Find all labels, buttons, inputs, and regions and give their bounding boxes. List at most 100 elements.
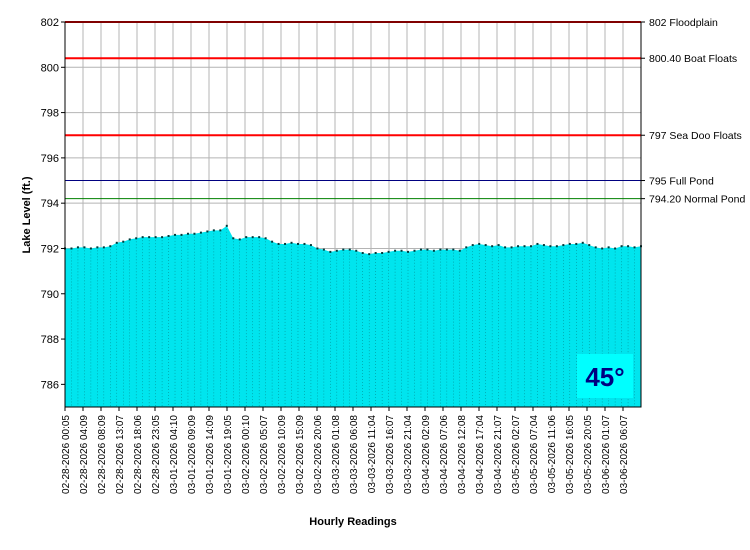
data-point: [568, 242, 571, 245]
data-point: [536, 242, 539, 245]
reference-label: 800.40 Boat Floats: [649, 53, 737, 65]
x-tick-label: 02-28-2026 23:05: [151, 415, 162, 494]
x-tick-label: 03-02-2026 10:09: [277, 415, 288, 494]
y-tick-label: 798: [41, 108, 59, 120]
data-point: [290, 241, 293, 244]
x-tick-label: 03-02-2026 05:07: [259, 415, 270, 494]
data-point: [148, 236, 151, 239]
data-point: [355, 249, 358, 252]
data-point: [555, 245, 558, 248]
x-tick-label: 03-01-2026 14:09: [205, 415, 216, 494]
data-point: [174, 233, 177, 236]
data-point: [277, 242, 280, 245]
x-tick-label: 03-04-2026 21:07: [493, 415, 504, 494]
data-point: [115, 241, 118, 244]
data-point: [581, 241, 584, 244]
y-tick-label: 788: [41, 334, 59, 346]
reference-label: 794.20 Normal Pond: [649, 194, 745, 206]
data-point: [161, 236, 164, 239]
data-point: [348, 248, 351, 251]
data-point: [154, 236, 157, 239]
data-area-layer: [64, 224, 642, 407]
data-point: [627, 245, 630, 248]
data-point: [193, 232, 196, 235]
data-point: [452, 248, 455, 251]
y-tick-label: 792: [41, 243, 59, 255]
x-tick-label: 03-05-2026 11:06: [547, 415, 558, 494]
data-point: [264, 237, 267, 240]
data-point: [594, 246, 597, 249]
data-point: [633, 246, 636, 249]
data-point: [529, 245, 532, 248]
data-point: [309, 244, 312, 247]
data-point: [368, 253, 371, 256]
data-point: [316, 247, 319, 250]
data-point: [186, 232, 189, 235]
data-point: [400, 249, 403, 252]
data-point: [83, 246, 86, 249]
reference-label: 797 Sea Doo Floats: [649, 130, 742, 142]
y-tick-label: 800: [41, 62, 59, 74]
data-point: [549, 245, 552, 248]
data-point: [484, 244, 487, 247]
x-tick-label: 03-06-2026 01:07: [601, 415, 612, 494]
temperature-badge-text: 45°: [585, 362, 624, 392]
x-tick-label: 03-03-2026 11:04: [367, 415, 378, 494]
data-point: [232, 237, 235, 240]
data-point: [102, 246, 105, 249]
data-point: [504, 246, 507, 249]
temperature-badge-background: [577, 354, 633, 398]
x-tick-label: 02-28-2026 08:09: [97, 415, 108, 494]
x-tick-label: 02-28-2026 04:09: [79, 415, 90, 494]
data-point: [381, 252, 384, 254]
data-point: [510, 246, 513, 249]
x-tick-label: 03-05-2026 20:05: [583, 415, 594, 494]
data-point: [342, 248, 345, 251]
data-point: [497, 244, 500, 247]
data-point: [491, 245, 494, 248]
data-point: [122, 240, 125, 243]
data-point: [89, 247, 92, 250]
x-tick-label: 03-04-2026 02:09: [421, 415, 432, 494]
reference-label: 795 Full Pond: [649, 176, 714, 188]
data-point: [361, 252, 364, 254]
data-point: [439, 248, 442, 251]
y-tick-label: 796: [41, 153, 59, 165]
x-tick-label: 03-05-2026 16:05: [565, 415, 576, 494]
x-tick-label: 03-01-2026 09:09: [187, 415, 198, 494]
x-tick-label: 02-28-2026 00:05: [61, 415, 72, 494]
data-point: [322, 248, 325, 251]
x-tick-label: 03-05-2026 07:04: [529, 415, 540, 494]
data-point: [601, 247, 604, 250]
x-tick-label: 03-04-2026 07:06: [439, 415, 450, 494]
y-axis-title: Lake Level (ft.): [21, 176, 33, 253]
data-point: [432, 249, 435, 252]
x-tick-label: 03-02-2026 15:09: [295, 415, 306, 494]
y-tick-label: 794: [41, 198, 59, 210]
data-point: [478, 242, 481, 245]
data-point: [517, 245, 520, 248]
x-axis-title: Hourly Readings: [309, 516, 396, 528]
data-point: [284, 242, 287, 245]
data-point: [70, 247, 73, 250]
x-tick-label: 03-03-2026 01:08: [331, 415, 342, 494]
data-point: [407, 250, 410, 253]
data-point: [135, 237, 138, 240]
x-tick-label: 02-28-2026 13:07: [115, 415, 126, 494]
data-point: [199, 231, 202, 234]
x-tick-label: 03-03-2026 16:07: [385, 415, 396, 494]
data-point: [387, 250, 390, 253]
data-point: [96, 246, 99, 249]
data-point: [258, 236, 261, 239]
data-point: [335, 249, 338, 252]
data-point: [607, 246, 610, 249]
data-point: [238, 238, 241, 241]
data-point: [141, 236, 144, 239]
reference-label: 802 Floodplain: [649, 17, 718, 29]
data-point: [245, 236, 248, 239]
x-tick-label: 03-02-2026 20:06: [313, 415, 324, 494]
data-point: [180, 233, 183, 236]
data-point: [445, 248, 448, 251]
x-tick-label: 03-03-2026 21:04: [403, 415, 414, 494]
y-tick-label: 790: [41, 289, 59, 301]
